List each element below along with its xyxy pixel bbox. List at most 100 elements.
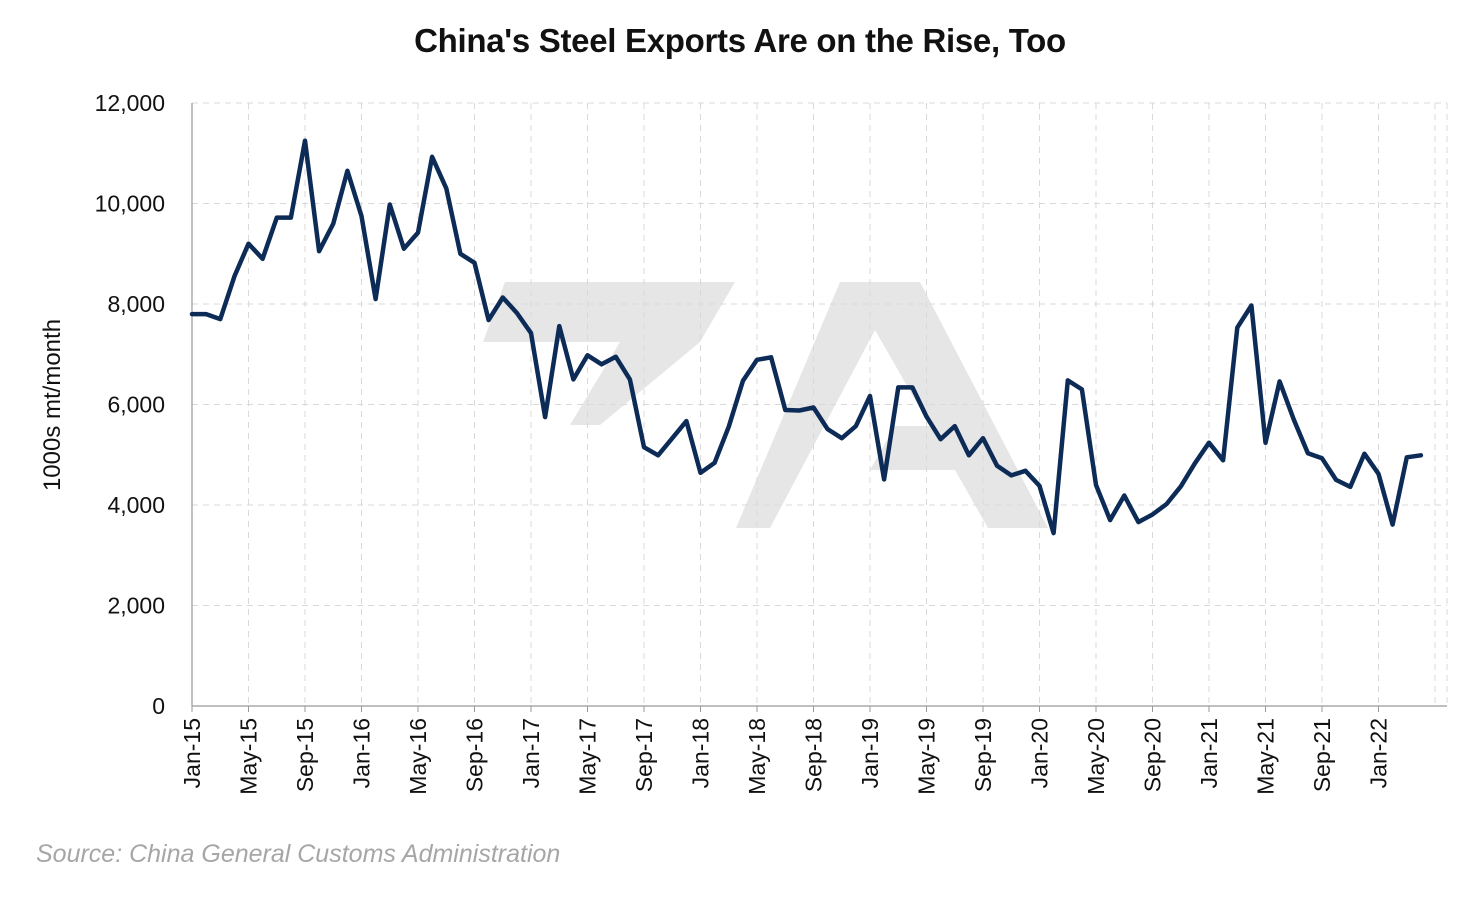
data-point [1405, 455, 1409, 459]
y-tick-label: 12,000 [95, 90, 165, 116]
x-tick-label: Sep-20 [1140, 718, 1166, 792]
data-point [1066, 378, 1070, 382]
x-tick-label: Sep-15 [292, 718, 318, 792]
data-point [812, 406, 816, 410]
data-point [1320, 456, 1324, 460]
axes [191, 103, 1447, 712]
x-tick-label: May-20 [1083, 718, 1109, 795]
y-tick-label: 4,000 [107, 492, 165, 518]
data-point [218, 317, 222, 321]
data-point [656, 453, 660, 457]
data-point [995, 464, 999, 468]
data-point [1151, 513, 1155, 517]
data-point [967, 453, 971, 457]
data-point [444, 186, 448, 190]
data-point [925, 415, 929, 419]
data-point [557, 324, 561, 328]
data-point [614, 355, 618, 359]
data-point [543, 415, 547, 419]
data-point [600, 362, 604, 366]
data-point [190, 312, 194, 316]
data-point [261, 257, 265, 261]
x-tick-label: Jan-19 [857, 718, 883, 788]
data-point [1179, 484, 1183, 488]
data-point [402, 247, 406, 251]
data-point [1052, 531, 1056, 535]
data-point [769, 355, 773, 359]
x-tick-label: May-21 [1253, 718, 1279, 795]
y-axis-title: 1000s mt/month [39, 319, 66, 491]
data-point [1165, 502, 1169, 506]
data-point [755, 358, 759, 362]
data-point [684, 419, 688, 423]
data-point [374, 297, 378, 301]
data-point [727, 425, 731, 429]
data-point [1306, 451, 1310, 455]
data-point [1122, 493, 1126, 497]
data-point [331, 222, 335, 226]
data-point [1235, 326, 1239, 330]
data-point [473, 261, 477, 265]
x-tick-label: Jan-21 [1196, 718, 1222, 788]
data-point [1391, 523, 1395, 527]
x-tick-label: Sep-19 [970, 718, 996, 792]
data-point [586, 353, 590, 357]
data-point [317, 249, 321, 253]
x-tick-label: Jan-18 [688, 718, 714, 788]
y-tick-label: 2,000 [107, 593, 165, 619]
data-point [1023, 469, 1027, 473]
data-point [1249, 304, 1253, 308]
data-point [515, 311, 519, 315]
data-point [670, 436, 674, 440]
data-point [1009, 473, 1013, 477]
data-point [1207, 441, 1211, 445]
x-tick-label: Sep-17 [631, 718, 657, 792]
x-tick-label: Jan-22 [1366, 718, 1392, 788]
data-point [232, 274, 236, 278]
data-point [797, 409, 801, 413]
data-point [303, 139, 307, 143]
x-tick-label: May-16 [405, 718, 431, 795]
data-point [360, 214, 364, 218]
data-point [783, 408, 787, 412]
x-tick-label: May-17 [575, 718, 601, 795]
x-tick-label: May-19 [914, 718, 940, 795]
data-point [1377, 472, 1381, 476]
data-point [416, 231, 420, 235]
data-point [247, 242, 251, 246]
data-point [1038, 484, 1042, 488]
x-axis-ticks: Jan-15 May-15 Sep-15 Jan-16 May-16 Sep-16 Jan-… [179, 718, 1392, 795]
data-point [741, 379, 745, 383]
source-note: Source: China General Customs Administra… [36, 840, 561, 868]
data-point [1193, 461, 1197, 465]
data-point [1334, 478, 1338, 482]
x-tick-label: May-15 [236, 718, 262, 795]
data-point [1221, 458, 1225, 462]
data-point [854, 424, 858, 428]
data-point [430, 155, 434, 159]
series-layer [189, 138, 1424, 536]
data-point [501, 295, 505, 299]
data-point [713, 461, 717, 465]
data-point [868, 394, 872, 398]
data-point [289, 216, 293, 220]
data-point [1136, 520, 1140, 524]
data-point [571, 377, 575, 381]
data-point [840, 436, 844, 440]
data-point [1264, 441, 1268, 445]
data-point [345, 169, 349, 173]
data-point [981, 436, 985, 440]
data-point [1080, 387, 1084, 391]
data-point [529, 331, 533, 335]
x-tick-label: Jan-16 [349, 718, 375, 788]
y-tick-label: 6,000 [107, 392, 165, 418]
data-point [275, 216, 279, 220]
y-axis-ticks: 0 2,000 4,000 6,000 8,000 10,000 12,000 [95, 90, 165, 719]
data-point [1348, 485, 1352, 489]
data-point [1362, 452, 1366, 456]
data-point [388, 203, 392, 207]
data-point [642, 445, 646, 449]
series-line [189, 138, 1424, 536]
data-point [1419, 453, 1423, 457]
